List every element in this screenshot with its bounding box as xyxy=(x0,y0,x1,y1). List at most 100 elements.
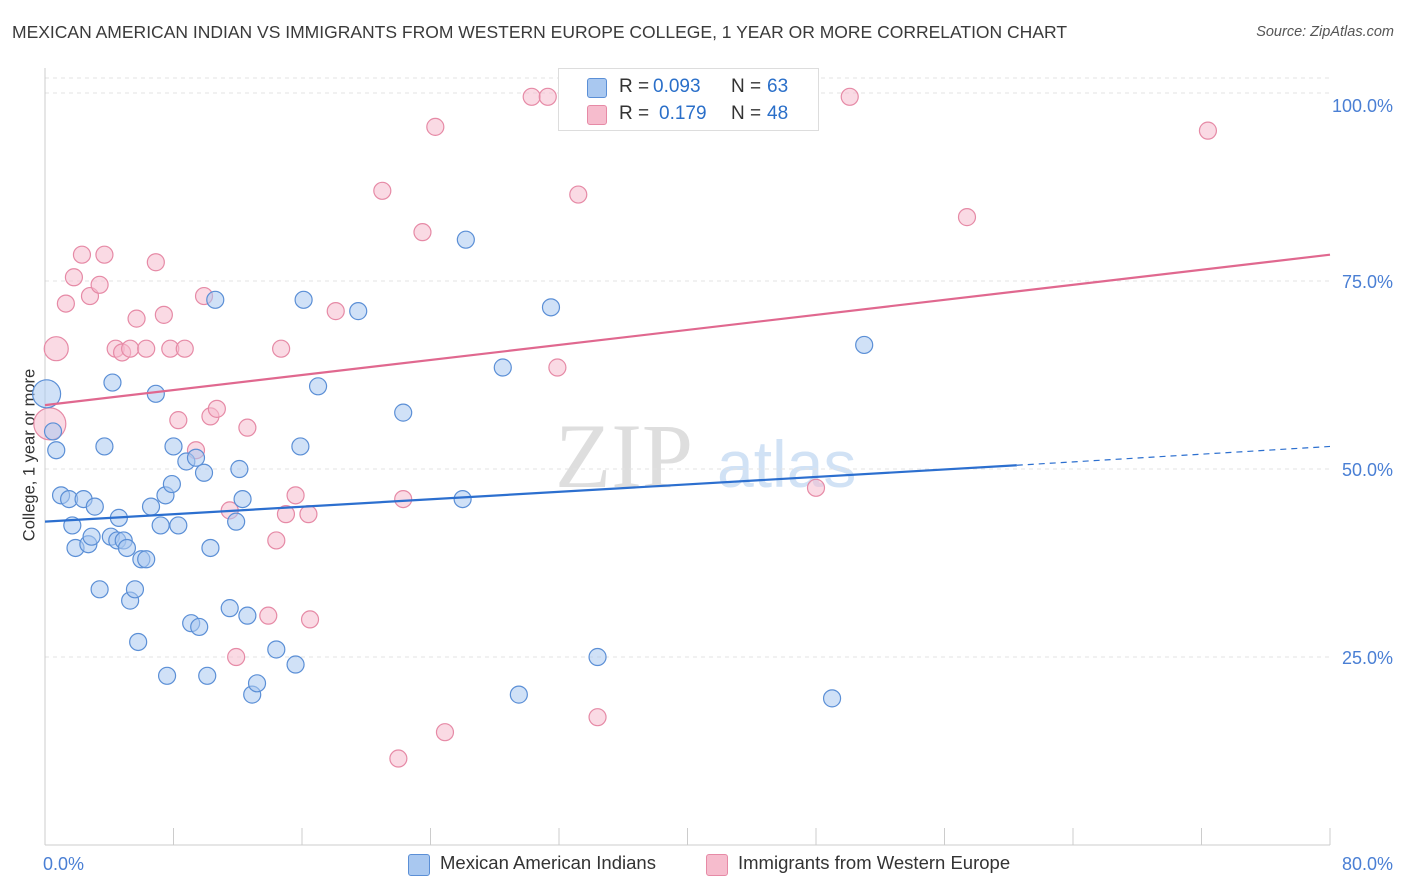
data-point-mexican-american-indians[interactable] xyxy=(157,666,177,685)
data-point-mexican-american-indians[interactable] xyxy=(349,302,368,321)
data-point-western-europe[interactable] xyxy=(121,339,140,358)
data-point-mexican-american-indians[interactable] xyxy=(137,550,156,569)
data-point-mexican-american-indians[interactable] xyxy=(588,647,607,667)
data-point-mexican-american-indians[interactable] xyxy=(286,655,305,674)
data-point-mexican-american-indians[interactable] xyxy=(227,512,246,531)
data-point-mexican-american-indians[interactable] xyxy=(233,489,252,509)
data-point-mexican-american-indians[interactable] xyxy=(822,689,842,708)
data-point-mexican-american-indians[interactable] xyxy=(247,674,267,693)
legend-swatch-pink xyxy=(706,854,728,876)
data-point-mexican-american-indians[interactable] xyxy=(238,606,257,625)
data-point-mexican-american-indians[interactable] xyxy=(394,403,413,422)
data-point-western-europe[interactable] xyxy=(127,309,146,328)
data-point-western-europe[interactable] xyxy=(272,339,291,358)
data-point-mexican-american-indians[interactable] xyxy=(194,463,214,482)
tick-labels: 25.0% 50.0% 75.0% 100.0% 0.0% 80.0% xyxy=(43,96,1393,874)
data-point-western-europe[interactable] xyxy=(207,399,226,418)
data-point-mexican-american-indians[interactable] xyxy=(162,474,181,494)
r-value: 0.179 xyxy=(659,103,707,124)
data-point-mexican-american-indians[interactable] xyxy=(206,290,225,309)
legend-swatch-blue xyxy=(408,854,430,876)
data-point-western-europe[interactable] xyxy=(137,339,156,358)
data-point-western-europe[interactable] xyxy=(43,336,69,362)
data-point-mexican-american-indians[interactable] xyxy=(164,437,183,456)
data-point-mexican-american-indians[interactable] xyxy=(90,580,109,599)
data-point-western-europe[interactable] xyxy=(267,531,286,550)
data-point-mexican-american-indians[interactable] xyxy=(509,685,528,704)
data-point-mexican-american-indians[interactable] xyxy=(151,516,170,535)
correlation-legend: R = 0.093 N = 63 R = 0.179 N = 48 xyxy=(558,68,819,131)
data-point-western-europe[interactable] xyxy=(588,708,607,727)
data-point-western-europe[interactable] xyxy=(426,117,445,136)
data-point-western-europe[interactable] xyxy=(300,610,320,629)
data-point-western-europe[interactable] xyxy=(435,723,455,742)
data-point-western-europe[interactable] xyxy=(154,305,173,324)
data-point-mexican-american-indians[interactable] xyxy=(201,538,220,558)
data-point-mexican-american-indians[interactable] xyxy=(186,448,206,467)
gridlines xyxy=(45,77,1330,658)
trend-lines xyxy=(44,253,1331,523)
data-point-mexican-american-indians[interactable] xyxy=(47,441,66,460)
data-point-western-europe[interactable] xyxy=(56,294,75,313)
data-point-western-europe[interactable] xyxy=(146,253,165,272)
data-point-western-europe[interactable] xyxy=(169,411,188,430)
data-point-western-europe[interactable] xyxy=(389,749,408,768)
data-point-western-europe[interactable] xyxy=(1198,121,1218,140)
data-point-western-europe[interactable] xyxy=(259,606,278,625)
data-point-mexican-american-indians[interactable] xyxy=(141,497,161,516)
data-point-mexican-american-indians[interactable] xyxy=(190,617,209,637)
data-point-western-europe[interactable] xyxy=(806,478,826,497)
y-tick-label: 50.0% xyxy=(1342,460,1393,480)
data-point-western-europe[interactable] xyxy=(413,223,432,242)
data-point-western-europe[interactable] xyxy=(394,489,413,509)
data-point-western-europe[interactable] xyxy=(569,185,588,204)
y-tick-label: 25.0% xyxy=(1342,648,1393,668)
data-point-mexican-american-indians[interactable] xyxy=(95,437,114,456)
data-point-mexican-american-indians[interactable] xyxy=(541,298,561,317)
data-point-mexican-american-indians[interactable] xyxy=(82,527,101,546)
n-label: N = xyxy=(731,76,762,97)
data-point-western-europe[interactable] xyxy=(299,505,318,524)
data-point-mexican-american-indians[interactable] xyxy=(308,377,328,396)
data-point-mexican-american-indians[interactable] xyxy=(129,632,148,652)
data-point-mexican-american-indians[interactable] xyxy=(456,230,475,249)
data-point-mexican-american-indians[interactable] xyxy=(85,497,104,516)
data-point-western-europe[interactable] xyxy=(238,418,257,437)
data-point-western-europe[interactable] xyxy=(548,358,567,377)
legend-row-blue: R = 0.093 N = 63 xyxy=(559,74,818,100)
data-point-western-europe[interactable] xyxy=(175,339,194,358)
data-point-mexican-american-indians[interactable] xyxy=(103,373,122,392)
trend-line-blue-extension xyxy=(1016,445,1331,466)
data-point-mexican-american-indians[interactable] xyxy=(117,538,137,558)
data-point-mexican-american-indians[interactable] xyxy=(32,379,62,409)
data-point-western-europe[interactable] xyxy=(95,245,114,264)
x-tick-label-max: 80.0% xyxy=(1342,854,1393,874)
data-point-western-europe[interactable] xyxy=(326,302,345,321)
data-point-mexican-american-indians[interactable] xyxy=(493,358,512,377)
data-point-mexican-american-indians[interactable] xyxy=(855,335,874,355)
data-point-mexican-american-indians[interactable] xyxy=(267,640,286,659)
data-point-mexican-american-indians[interactable] xyxy=(230,459,249,479)
data-point-mexican-american-indians[interactable] xyxy=(169,516,188,535)
data-point-western-europe[interactable] xyxy=(227,647,246,667)
data-point-mexican-american-indians[interactable] xyxy=(198,666,217,685)
data-point-mexican-american-indians[interactable] xyxy=(43,422,63,441)
data-point-western-europe[interactable] xyxy=(286,486,305,505)
data-point-western-europe[interactable] xyxy=(373,181,392,200)
data-point-western-europe[interactable] xyxy=(72,245,92,264)
data-point-mexican-american-indians[interactable] xyxy=(291,437,310,456)
data-point-mexican-american-indians[interactable] xyxy=(453,489,472,509)
trend-line-blue xyxy=(44,464,1017,523)
data-point-western-europe[interactable] xyxy=(538,87,557,106)
legend-swatch-pink xyxy=(587,105,607,125)
data-point-western-europe[interactable] xyxy=(276,505,296,524)
data-point-western-europe[interactable] xyxy=(957,208,977,227)
watermark-atlas: atlas xyxy=(717,427,856,501)
data-point-western-europe[interactable] xyxy=(90,275,109,294)
data-point-western-europe[interactable] xyxy=(64,268,84,287)
data-point-mexican-american-indians[interactable] xyxy=(125,580,145,599)
data-point-western-europe[interactable] xyxy=(522,87,541,106)
data-point-western-europe[interactable] xyxy=(840,87,859,106)
data-point-mexican-american-indians[interactable] xyxy=(294,290,313,309)
data-point-mexican-american-indians[interactable] xyxy=(220,599,239,618)
